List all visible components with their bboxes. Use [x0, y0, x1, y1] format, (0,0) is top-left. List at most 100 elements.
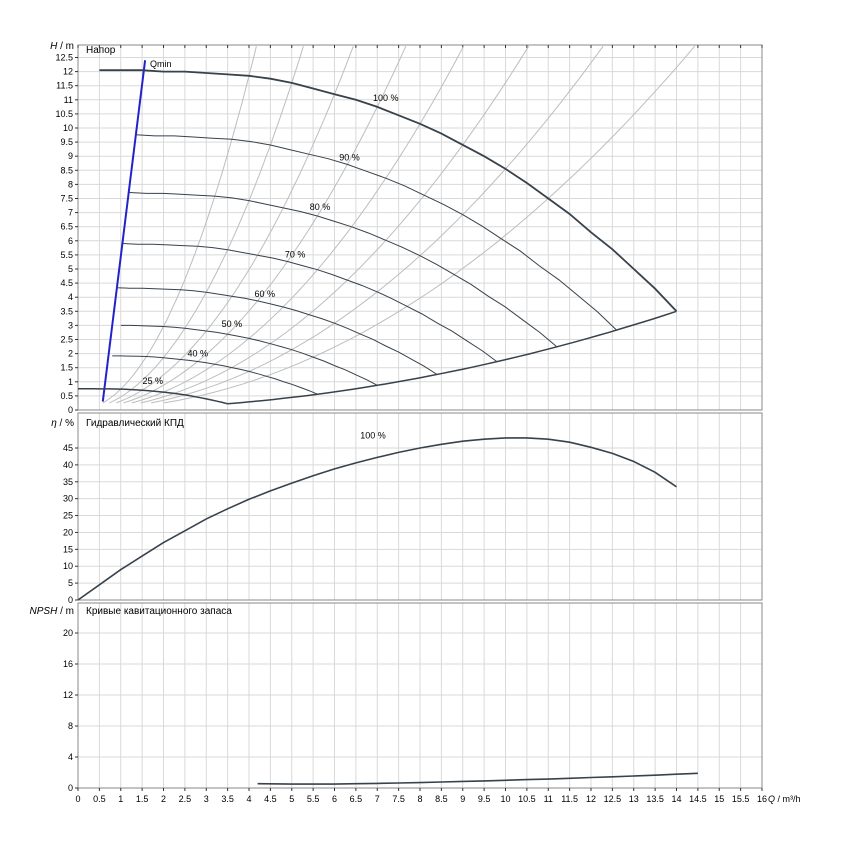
- efficiency-contour-line: [116, 46, 354, 404]
- plot-frame: [77, 412, 763, 601]
- npsh-y-symbol: NPSH: [30, 606, 59, 617]
- head-y-symbol: H: [50, 41, 58, 52]
- y-tick-label: 4: [68, 292, 73, 302]
- frame-layer: [75, 44, 763, 791]
- x-tick-label: 6.5: [350, 794, 363, 804]
- speed-percent-label: 40 %: [187, 348, 208, 358]
- x-axis-unit: / m³/h: [775, 794, 801, 804]
- x-tick-label: 8.5: [435, 794, 448, 804]
- efficiency-contour-line: [140, 45, 530, 404]
- npsh-curve: [257, 772, 698, 785]
- x-tick-label: 11: [544, 794, 553, 804]
- x-tick-label: 12.5: [604, 794, 622, 804]
- npsh-plot-title: Кривые кавитационного запаса: [86, 606, 232, 617]
- y-tick-label: 7.5: [60, 194, 73, 204]
- y-tick-label: 0: [68, 595, 73, 605]
- y-tick-label: 10: [63, 561, 73, 571]
- y-tick-label: 12: [63, 690, 73, 700]
- y-tick-label: 3: [68, 320, 73, 330]
- speed-curve: [112, 355, 318, 395]
- y-tick-label: 25: [63, 511, 73, 521]
- x-tick-label: 4: [246, 794, 251, 804]
- x-tick-label: 15.5: [732, 794, 750, 804]
- curves-layer: [77, 45, 698, 785]
- y-tick-label: 12: [63, 67, 73, 77]
- y-tick-label: 9: [68, 151, 73, 161]
- max-flow-envelope: [227, 310, 677, 405]
- x-tick-label: 2: [161, 794, 166, 804]
- y-tick-label: 5.5: [60, 250, 73, 260]
- y-tick-label: 4.5: [60, 278, 73, 288]
- x-tick-label: 0: [75, 794, 80, 804]
- x-tick-label: 1: [118, 794, 123, 804]
- x-axis-label: Q / m³/h: [768, 794, 801, 804]
- y-tick-label: 5: [68, 264, 73, 274]
- y-tick-label: 16: [63, 659, 73, 669]
- npsh-y-unit: / m: [57, 606, 74, 617]
- efficiency-y-unit: / %: [57, 418, 74, 429]
- y-tick-label: 6: [68, 236, 73, 246]
- qmin-line: [101, 60, 147, 402]
- qmin-label: Qmin: [150, 59, 172, 69]
- head-plot-title: Напор: [86, 45, 116, 56]
- y-tick-label: 2.5: [60, 335, 73, 345]
- y-tick-label: 0.5: [60, 391, 73, 401]
- x-tick-label: 3: [204, 794, 209, 804]
- y-tick-label: 1: [68, 377, 73, 387]
- x-tick-label: 6: [332, 794, 337, 804]
- efficiency-contour-line: [123, 45, 407, 404]
- x-tick-label: 15: [714, 794, 724, 804]
- x-tick-label: 13.5: [646, 794, 664, 804]
- speed-percent-label: 60 %: [255, 289, 276, 299]
- y-tick-label: 11: [64, 95, 73, 105]
- efficiency-plot-title: Гидравлический КПД: [86, 418, 184, 429]
- y-tick-label: 8: [68, 179, 73, 189]
- y-tick-label: 15: [63, 544, 73, 554]
- speed-curve: [120, 324, 378, 386]
- grid-layer: [77, 45, 763, 788]
- min-speed-curve: [77, 387, 228, 405]
- hydraulic-efficiency-curve: [77, 437, 677, 601]
- labels-layer: H / m Напор Qmin η / % Гидравлический КП…: [30, 41, 801, 804]
- x-tick-label: 7.5: [392, 794, 405, 804]
- speed-percent-label: 80 %: [310, 202, 331, 212]
- x-tick-label: 10: [500, 794, 510, 804]
- efficiency-y-symbol: η: [51, 418, 57, 429]
- efficiency-curve-label: 100 %: [360, 431, 386, 441]
- y-tick-label: 3.5: [60, 306, 73, 316]
- y-tick-label: 45: [63, 443, 73, 453]
- y-tick-label: 10.5: [55, 109, 73, 119]
- speed-curve: [129, 192, 558, 348]
- head-y-axis-label: H / m: [50, 41, 74, 52]
- y-tick-label: 8: [68, 721, 73, 731]
- x-tick-label: 11.5: [561, 794, 578, 804]
- y-tick-label: 0: [68, 783, 73, 793]
- y-tick-label: 7: [68, 208, 73, 218]
- x-tick-label: 2.5: [179, 794, 192, 804]
- x-tick-label: 10.5: [518, 794, 536, 804]
- speed-percent-label: 70 %: [285, 250, 306, 260]
- y-tick-label: 10: [63, 123, 73, 133]
- y-tick-label: 11.5: [56, 81, 73, 91]
- x-tick-label: 9: [460, 794, 465, 804]
- speed-percent-label: 90 %: [339, 152, 360, 162]
- y-tick-label: 0: [68, 405, 73, 415]
- efficiency-y-axis-label: η / %: [51, 418, 74, 429]
- y-tick-label: 12.5: [55, 53, 73, 63]
- x-tick-label: 12: [586, 794, 596, 804]
- speed-curve: [122, 243, 498, 363]
- curve-100-percent: [99, 69, 678, 312]
- x-tick-label: 4.5: [264, 794, 277, 804]
- speed-percent-label: 100 %: [373, 93, 399, 103]
- y-tick-label: 40: [63, 460, 73, 470]
- y-tick-label: 1.5: [60, 363, 73, 373]
- y-tick-label: 4: [68, 752, 73, 762]
- y-tick-label: 35: [63, 477, 73, 487]
- y-tick-label: 6.5: [60, 222, 73, 232]
- x-tick-label: 3.5: [221, 794, 234, 804]
- y-tick-label: 30: [63, 494, 73, 504]
- speed-percent-label: 50 %: [222, 319, 243, 329]
- y-tick-label: 5: [68, 578, 73, 588]
